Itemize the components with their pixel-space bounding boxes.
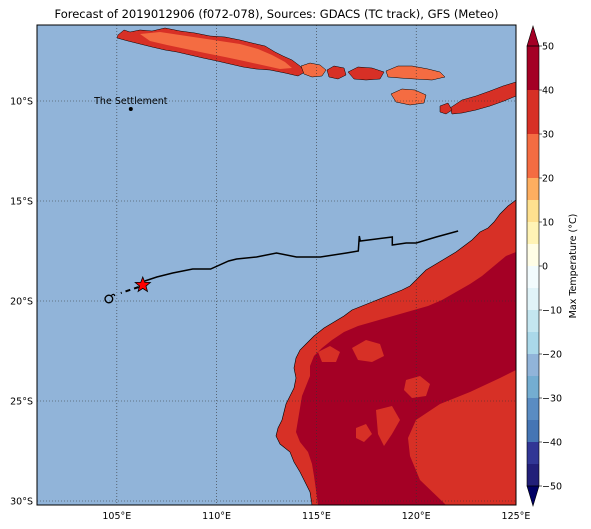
colorbar-band [527, 178, 539, 200]
settlement-label: The Settlement [93, 96, 168, 107]
colorbar-tick-label: 10 [542, 218, 554, 229]
colorbar-band [527, 46, 539, 68]
warm-patch-5 [408, 370, 516, 505]
warm-patch-4 [376, 406, 400, 446]
longitude-labels: 105°E 110°E 115°E 120°E 125°E [102, 511, 530, 522]
longitude-tick-label: 105°E [102, 511, 131, 522]
cyclone-current-position-star [134, 275, 152, 293]
longitude-tick-label: 110°E [202, 511, 231, 522]
sumbawa-island [347, 66, 385, 81]
cyclone-symbol-ring [104, 294, 114, 304]
colorbar-band [527, 244, 539, 266]
colorbar-band [527, 112, 539, 134]
longitude-tick-label: 120°E [402, 511, 431, 522]
colorbar-band [527, 420, 539, 442]
colorbar-tick-label: 20 [542, 174, 554, 185]
colorbar-tick-label: 30 [542, 130, 554, 141]
timor-island [449, 81, 516, 115]
colorbar-tick-label: 50 [542, 42, 554, 53]
colorbar-tick-label: −40 [542, 438, 562, 449]
map-frame [36, 24, 517, 506]
colorbar-band [527, 288, 539, 310]
colorbar-tick-label: 40 [542, 86, 554, 97]
temperature-colorbar: 50 40 30 20 10 0 −10 −20 −30 −40 −50 [526, 24, 562, 508]
colorbar-label: Max Temperature (°C) [568, 214, 579, 319]
latitude-tick-label: 30°S [10, 497, 33, 508]
latitude-labels: 10°S 15°S 20°S 25°S 30°S [10, 97, 33, 508]
colorbar-band [527, 200, 539, 222]
colorbar-tick-label: −30 [542, 394, 562, 405]
colorbar-band [527, 442, 539, 464]
colorbar-band [527, 68, 539, 90]
map-title: Forecast of 2019012906 (f072-078), Sourc… [54, 7, 499, 21]
warm-patch-6 [356, 424, 372, 442]
cyclone-past-track [144, 230, 459, 282]
timor-south-island [439, 102, 453, 115]
colorbar-tick-label: −50 [542, 482, 562, 493]
colorbar-band [527, 332, 539, 354]
lombok-island [326, 65, 347, 80]
indonesia-landmass [116, 27, 516, 115]
colorbar-over-arrow [526, 24, 540, 47]
graticule [37, 25, 516, 505]
warm-patch-3 [404, 376, 430, 398]
warm-patch-2 [318, 346, 340, 362]
australia-landmass [275, 199, 516, 505]
latitude-tick-label: 15°S [10, 197, 33, 208]
colorbar-band [527, 354, 539, 376]
colorbar-under-arrow [526, 485, 540, 508]
colorbar-band [527, 222, 539, 244]
longitude-tick-label: 115°E [302, 511, 331, 522]
map-area: The Settlement [37, 25, 516, 505]
colorbar-band [527, 398, 539, 420]
colorbar-band [527, 134, 539, 156]
settlement-marker [128, 107, 133, 111]
colorbar-tick-label: −10 [542, 306, 562, 317]
colorbar-band [527, 310, 539, 332]
colorbar-band [527, 464, 539, 486]
cyclone-forecast-track [120, 286, 140, 294]
colorbar-band [527, 156, 539, 178]
cyclone-forecast-symbol [104, 293, 116, 304]
colorbar-tick-label: 0 [542, 262, 548, 273]
java-warm-core [140, 32, 292, 69]
colorbar-band [527, 266, 539, 288]
cyclone-symbol-tail [110, 293, 116, 297]
colorbar-band [527, 376, 539, 398]
sumba-island [390, 88, 427, 106]
warm-patch-1 [352, 340, 384, 362]
flores-island [385, 65, 446, 81]
colorbar-tick-label: −20 [542, 350, 562, 361]
latitude-tick-label: 10°S [10, 97, 33, 108]
latitude-tick-label: 20°S [10, 297, 33, 308]
colorbar-band [527, 90, 539, 112]
latitude-tick-label: 25°S [10, 397, 33, 408]
bali-island [300, 62, 327, 78]
longitude-tick-label: 125°E [502, 511, 531, 522]
